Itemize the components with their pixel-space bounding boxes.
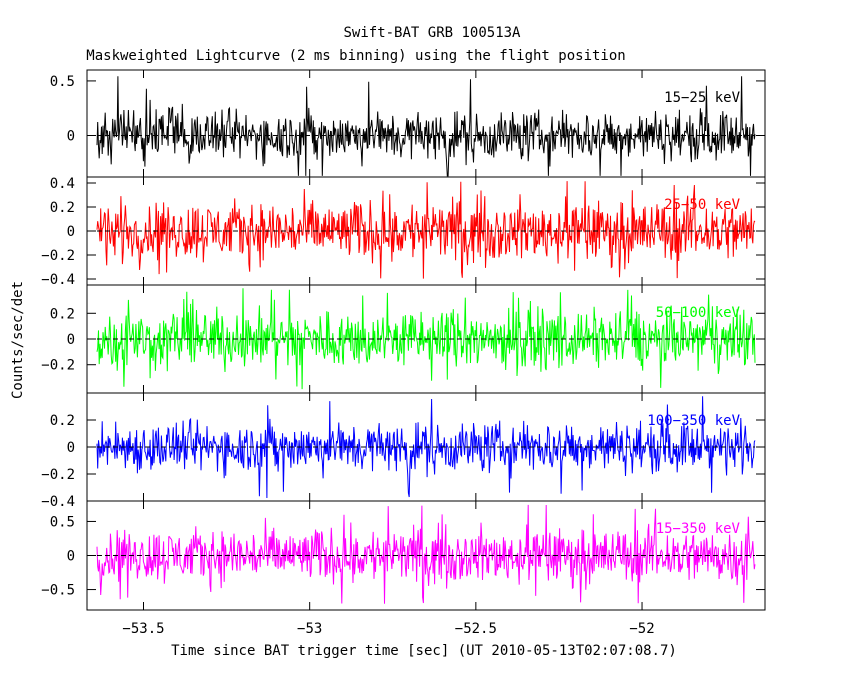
panel-1: 0.4 0.2 0 −0.2 −0.4 25−50 keV (41, 176, 766, 288)
y-tick-label-3-2: −0.2 (41, 467, 75, 483)
y-tick-label-2-2: −0.2 (41, 358, 75, 374)
y-tick-label-4-0: 0.5 (50, 514, 75, 530)
y-tick-label-1-1: 0.2 (50, 200, 75, 216)
band-label-3: 100−350 keV (647, 413, 740, 429)
band-label-0: 15−25 keV (664, 90, 740, 106)
y-tick-label-4-2: −0.5 (41, 583, 75, 599)
panel-3: 0.2 0 −0.2 −0.4 100−350 keV (41, 392, 766, 510)
x-tick-label-1: −53 (297, 621, 322, 637)
band-label-1: 25−50 keV (664, 197, 740, 213)
band-label-2: 50−100 keV (656, 305, 741, 321)
y-tick-label-1-3: −0.2 (41, 248, 75, 264)
y-tick-label-2-1: 0 (67, 332, 75, 348)
series-line-0 (96, 76, 756, 177)
x-tick-label-2: −52.5 (455, 621, 497, 637)
x-tick-label-0: −53.5 (122, 621, 164, 637)
panel-group: 0.5 0 15−25 keV 0.4 0.2 0 −0.2 −0.4 25−50 keV 0.2… (41, 69, 766, 637)
band-label-4: 15−350 keV (656, 521, 741, 537)
panel-2: 0.2 0 −0.2 50−100 keV (41, 284, 766, 394)
y-tick-label-4-1: 0 (67, 549, 75, 565)
y-tick-label-1-0: 0.4 (50, 176, 75, 192)
panel-0: 0.5 0 15−25 keV (50, 69, 766, 178)
y-tick-label-0-1: 0 (67, 129, 75, 145)
x-axis-label: Time since BAT trigger time [sec] (UT 20… (171, 643, 677, 659)
y-tick-label-1-2: 0 (67, 224, 75, 240)
y-tick-label-3-1: 0 (67, 440, 75, 456)
y-tick-label-3-3: −0.4 (41, 494, 75, 510)
series-line-2 (96, 288, 756, 390)
series-line-4 (96, 504, 756, 604)
panel-4: 0.5 0 −0.5 15−350 keV (41, 500, 766, 611)
y-tick-label-2-0: 0.2 (50, 306, 75, 322)
series-line-1 (96, 181, 756, 279)
chart-title: Swift-BAT GRB 100513A (343, 25, 521, 41)
y-tick-label-1-4: −0.4 (41, 272, 75, 288)
y-tick-label-0-0: 0.5 (50, 74, 75, 90)
chart-subtitle: Maskweighted Lightcurve (2 ms binning) u… (86, 48, 625, 64)
y-axis-label: Counts/sec/det (10, 281, 26, 399)
x-tick-label-3: −52 (629, 621, 654, 637)
y-tick-label-3-0: 0.2 (50, 413, 75, 429)
